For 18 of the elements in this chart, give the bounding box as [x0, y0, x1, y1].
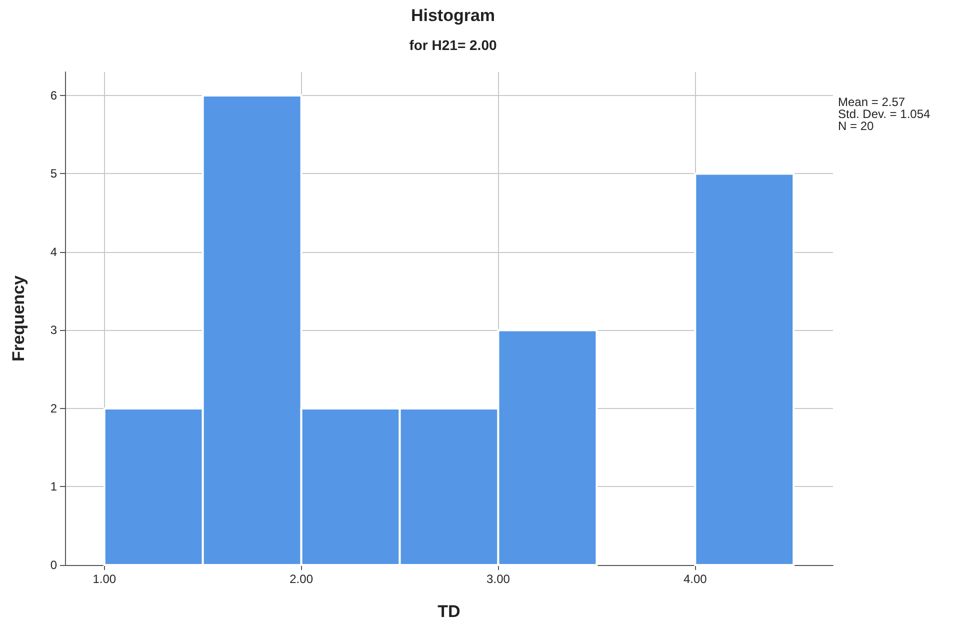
y-axis-title: Frequency: [9, 274, 28, 362]
y-tick-label: 5: [50, 166, 58, 181]
y-tick-label: 4: [50, 244, 58, 259]
y-tick-label: 6: [50, 88, 58, 102]
y-tick-label: 3: [50, 323, 58, 338]
text: Std. Dev. = 1.054: [838, 107, 930, 121]
y-tick-label: 0: [50, 558, 58, 572]
y-tick-label: 1: [50, 480, 58, 494]
chart-subtitle: for H21= 2.00: [409, 37, 497, 53]
x-tick-label: 1.00: [92, 572, 116, 586]
y-tick-label: 2: [50, 401, 58, 416]
text: Mean = 2.57: [838, 95, 906, 109]
text: N = 20: [838, 119, 874, 133]
chart-title: Histogram: [410, 6, 496, 25]
x-axis-title: TD: [438, 602, 460, 621]
x-tick-label: 2.00: [290, 572, 314, 586]
x-tick-label: 4.00: [683, 572, 708, 586]
x-tick-label: 3.00: [486, 572, 510, 586]
